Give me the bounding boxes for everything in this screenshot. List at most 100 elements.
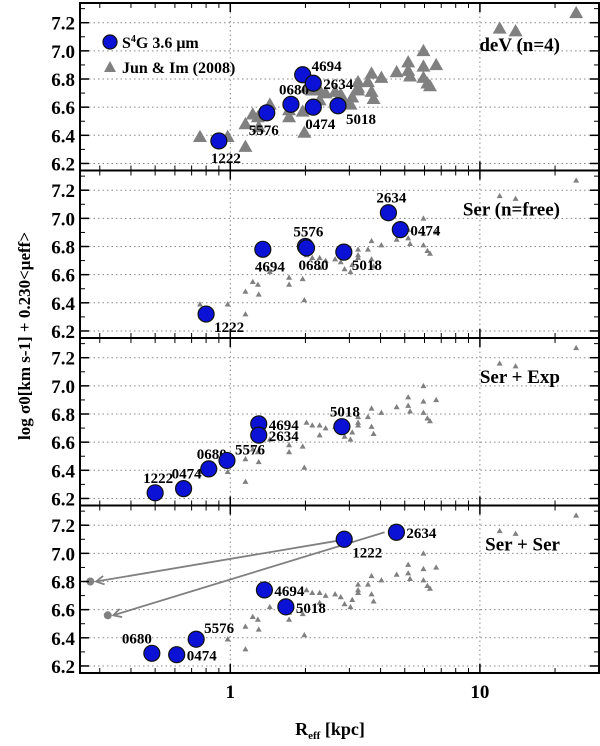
reference-triangle [364,581,371,587]
reference-triangle [492,21,507,34]
arrow-line [95,539,339,583]
reference-triangle [370,598,377,604]
reference-triangle [316,589,323,596]
reference-triangle [364,84,379,97]
s4g-point [254,240,272,258]
reference-triangle [224,468,231,474]
s4g-point [200,460,218,478]
reference-triangle [332,591,339,597]
legend-label-s4g: S4G 3.6 μm [122,34,199,52]
reference-triangle [337,593,344,600]
reference-triangle [360,74,375,88]
reference-triangle [255,458,262,465]
reference-triangle [316,599,323,605]
inner-component-point [103,611,112,620]
point-label: 0680 [122,631,152,647]
reference-triangle [316,432,323,438]
s4g-point [174,480,193,498]
legend-marker-s4g [102,34,118,50]
reference-triangle [238,117,253,130]
reference-triangle [341,433,348,439]
y-tick-label: 6.4 [51,461,75,482]
reference-triangle [393,403,400,410]
reference-triangle [301,296,308,303]
panel-frame [79,504,600,674]
reference-triangle [420,382,427,389]
point-label: 4694 [274,584,305,600]
s4g-point [218,451,236,470]
reference-triangle [355,586,362,593]
s4g-point [335,243,353,261]
reference-triangle [249,278,256,284]
y-tick-label: 7.0 [51,377,75,398]
arrow-head [94,575,105,586]
reference-triangle [364,413,371,420]
s4g-point [255,581,274,599]
reference-triangle [496,360,503,366]
reference-triangle [420,565,427,572]
reference-triangle [368,237,375,244]
reference-triangle [286,441,293,448]
reference-triangle [420,230,427,237]
reference-triangle [286,281,293,287]
reference-triangle [405,570,412,576]
reference-triangle [242,623,249,629]
s4g-point [187,630,205,648]
reference-triangle [370,263,377,269]
reference-triangle [422,79,437,92]
reference-triangle [196,301,203,307]
reference-triangle [407,240,414,246]
reference-triangle [299,443,306,449]
point-label: 0680 [299,258,329,274]
point-label: 5576 [204,621,235,637]
reference-triangle [393,571,400,577]
reference-triangle [347,603,354,610]
reference-triangle [299,610,306,617]
reference-triangle [266,436,273,442]
y-tick-label: 6.2 [51,657,75,678]
reference-triangle [286,274,293,280]
reference-triangle [405,402,412,408]
reference-triangle [573,512,580,518]
reference-triangle [282,110,297,123]
y-tick-label: 7.0 [51,544,75,565]
reference-triangle [355,581,362,587]
reference-triangle [368,591,375,597]
reference-triangle [355,413,362,420]
reference-triangle [355,246,362,252]
point-label: 4694 [312,59,343,75]
y-tick-label: 6.4 [51,294,75,315]
reference-triangle [433,564,440,570]
y-tick-label: 6.6 [51,98,75,119]
reference-triangle [249,446,256,452]
reference-triangle [407,408,414,414]
point-label: 2634 [269,429,300,445]
reference-triangle [512,363,519,369]
y-tick-label: 6.2 [51,489,75,510]
reference-triangle [368,405,375,411]
point-label: 2634 [376,191,407,207]
y-tick-label: 6.2 [51,322,75,343]
reference-triangle [401,55,416,68]
reference-triangle [332,256,339,262]
point-label: 5576 [249,123,279,139]
reference-triangle [416,43,431,57]
s4g-point [277,598,295,616]
reference-triangle [405,561,412,567]
point-label: 1222 [211,151,241,167]
reference-triangle [299,275,306,282]
reference-triangle [322,592,329,598]
y-tick-label: 6.8 [51,573,75,594]
reference-triangle [433,396,440,403]
reference-triangle [512,195,519,201]
reference-triangle [368,423,375,429]
point-label: 5018 [330,405,360,421]
point-label: 5576 [293,225,324,241]
reference-triangle [309,254,316,261]
reference-triangle [424,247,431,253]
reference-triangle [242,478,249,484]
reference-triangle [303,419,310,425]
y-tick-label: 6.4 [51,629,75,650]
reference-triangle [297,125,312,138]
